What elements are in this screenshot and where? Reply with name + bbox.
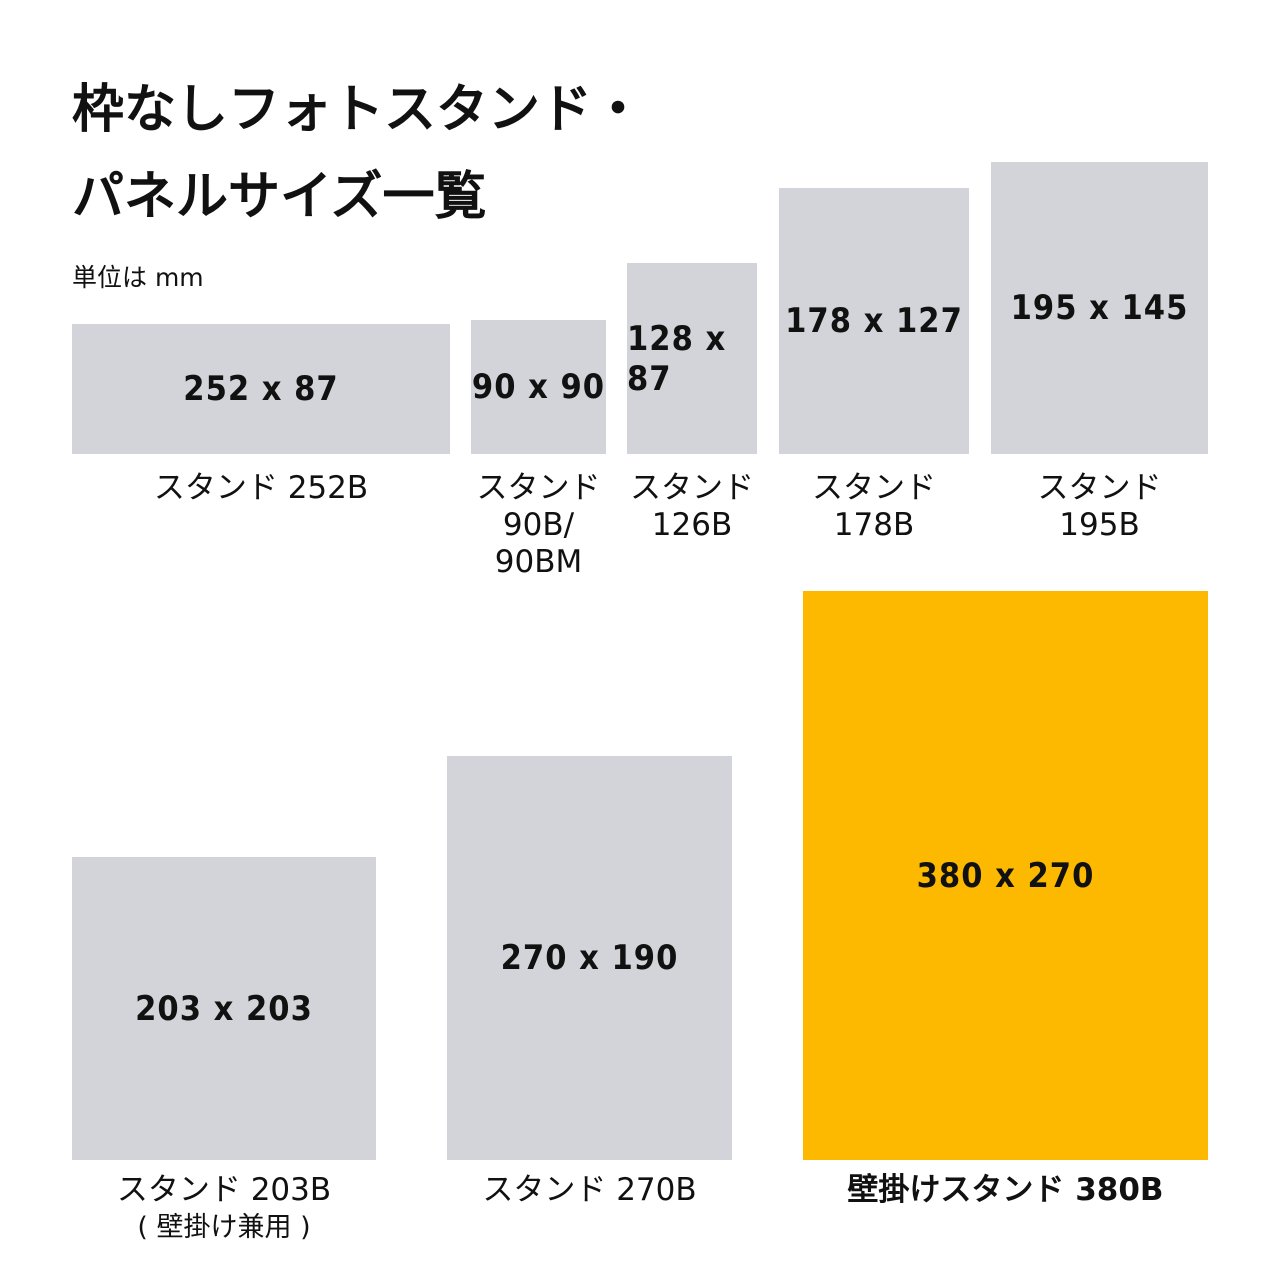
panel: 252 x 87 <box>72 324 450 454</box>
panel-name: スタンド 178B <box>779 470 969 544</box>
panel-name: スタンド 195B <box>991 470 1208 544</box>
panel: 178 x 127 <box>779 188 969 454</box>
panel: 90 x 90 <box>471 320 606 454</box>
name-line: スタンド 270B <box>482 1172 697 1208</box>
size-label: 195 x 145 <box>1010 288 1189 328</box>
size-label: 380 x 270 <box>916 855 1095 896</box>
name-line: 壁掛けスタンド 380B <box>847 1172 1164 1208</box>
panel-name: 壁掛けスタンド 380B <box>783 1172 1228 1209</box>
size-label: 90 x 90 <box>471 367 606 407</box>
panel-name: スタンド 203B ( 壁掛け兼用 ) <box>52 1172 396 1246</box>
size-label: 128 x 87 <box>627 318 727 399</box>
panel: 270 x 190 <box>447 756 732 1160</box>
name-line: スタンド <box>812 470 936 506</box>
name-line: ( 壁掛け兼用 ) <box>137 1212 311 1243</box>
name-line: 126B <box>651 507 733 543</box>
panel-highlight: 380 x 270 <box>803 591 1208 1160</box>
panel-name: スタンド 126B <box>612 470 772 544</box>
panel: 195 x 145 <box>991 162 1208 454</box>
name-line: 90BM <box>494 544 583 580</box>
name-line: 178B <box>833 507 915 543</box>
title-line: 枠なしフォトスタンド・ <box>72 80 645 140</box>
panel-name: スタンド 252B <box>72 470 450 507</box>
size-label: 178 x 127 <box>785 301 963 341</box>
name-line: 90B/ <box>502 507 575 543</box>
name-line: スタンド 252B <box>153 470 369 506</box>
size-label: 270 x 190 <box>500 938 679 978</box>
panel: 203 x 203 <box>72 857 376 1160</box>
unit-note: 単位は mm <box>72 263 204 292</box>
size-label: 252 x 87 <box>183 369 339 409</box>
size-label: 203 x 203 <box>135 988 313 1029</box>
name-line: スタンド 203B <box>116 1172 332 1208</box>
title-line: パネルサイズ一覧 <box>72 167 487 227</box>
panel: 128 x 87 <box>627 263 757 454</box>
name-line: スタンド <box>1037 470 1162 506</box>
name-line: 195B <box>1059 507 1140 543</box>
panel-name: スタンド 270B <box>447 1172 732 1209</box>
name-line: スタンド <box>630 470 754 506</box>
panel-name: スタンド 90B/90BM <box>451 470 626 581</box>
name-line: スタンド <box>476 470 601 506</box>
